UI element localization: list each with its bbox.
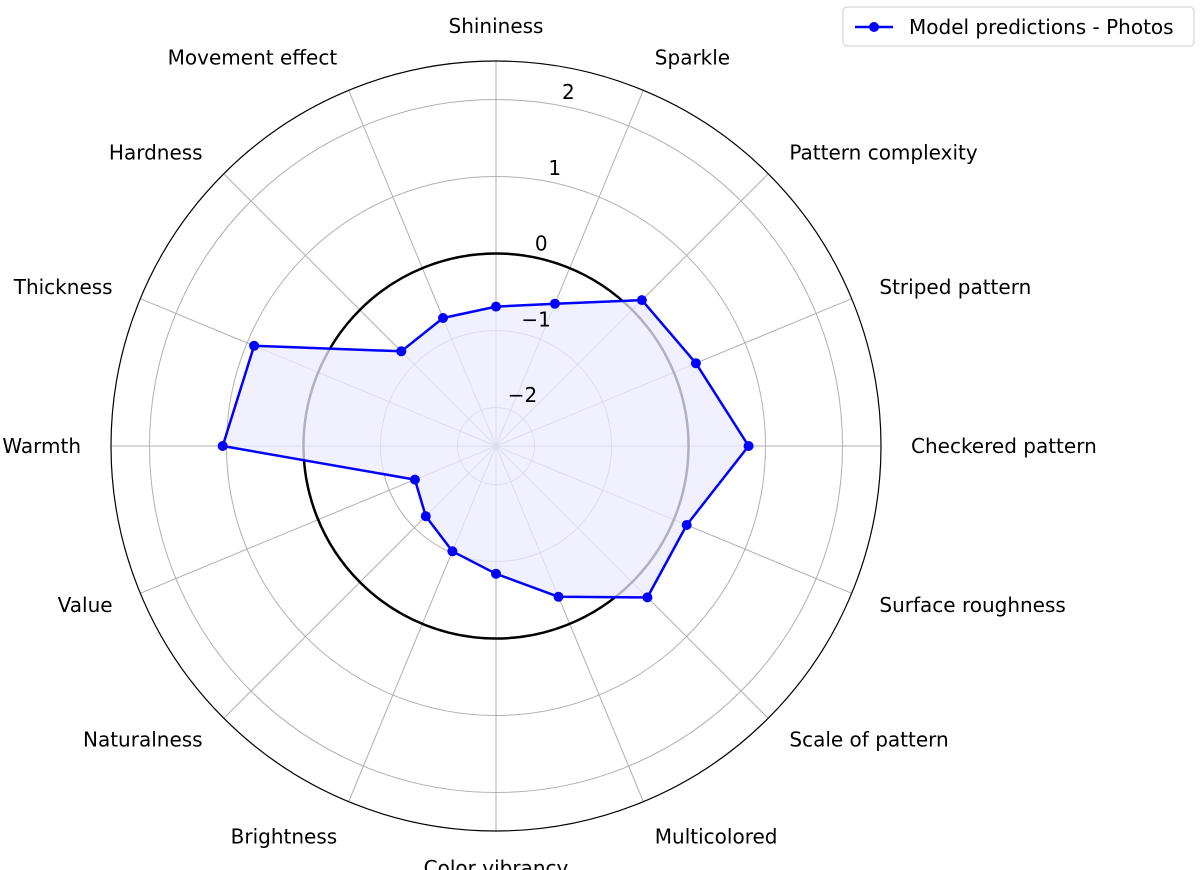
category-label-surface-roughness: Surface roughness [879, 593, 1065, 617]
data-point-shininess [491, 301, 501, 312]
data-point-movement-effect [438, 313, 448, 323]
data-point-checkered-pattern [743, 441, 754, 451]
data-point-scale-of-pattern [642, 592, 653, 603]
category-label-brightness: Brightness [231, 824, 338, 848]
legend-entry-label: Model predictions - Photos [909, 15, 1174, 39]
data-point-pattern-complexity [636, 295, 647, 306]
category-label-value: Value [58, 593, 113, 617]
data-point-multicolored [553, 591, 564, 602]
data-point-striped-pattern [690, 358, 701, 369]
data-point-brightness [447, 546, 458, 557]
legend-frame [842, 6, 1195, 47]
data-point-naturalness [420, 511, 431, 522]
series-area [222, 300, 749, 598]
category-label-multicolored: Multicolored [655, 824, 778, 848]
data-point-value [409, 474, 420, 485]
radial-tick-label: −2 [508, 383, 537, 407]
category-label-warmth: Warmth [2, 434, 81, 458]
radial-tick-label: 1 [548, 156, 561, 180]
category-label-scale-of-pattern: Scale of pattern [789, 727, 948, 751]
category-label-hardness: Hardness [109, 141, 203, 165]
outer-frame [110, 60, 882, 832]
data-point-sparkle [549, 298, 560, 309]
category-labels: Shininess Sparkle Pattern complexity Stripe… [2, 14, 1096, 870]
category-label-checkered-pattern: Checkered pattern [911, 434, 1097, 458]
radial-tick-label: −1 [521, 307, 550, 331]
category-label-naturalness: Naturalness [83, 727, 203, 751]
data-point-thickness [249, 340, 260, 351]
category-label-thickness: Thickness [13, 275, 113, 299]
radial-tick-label: 0 [535, 232, 548, 256]
category-label-shininess: Shininess [449, 14, 544, 38]
category-label-pattern-complexity: Pattern complexity [789, 141, 977, 165]
series-layer [217, 295, 754, 603]
radial-tick-label: 2 [562, 80, 575, 104]
radial-tick-labels: −2 −1 0 1 2 [508, 80, 575, 407]
data-point-warmth [217, 441, 228, 451]
data-point-hardness [396, 346, 407, 357]
data-point-surface-roughness [681, 520, 692, 530]
data-point-color-vibrancy [491, 568, 501, 579]
category-label-sparkle: Sparkle [655, 46, 730, 70]
category-label-striped-pattern: Striped pattern [879, 275, 1031, 299]
category-label-movement-effect: Movement effect [168, 46, 338, 70]
legend: Model predictions - Photos [842, 6, 1195, 47]
category-label-color-vibrancy: Color vibrancy [424, 856, 569, 870]
legend-point-marker [869, 22, 879, 32]
